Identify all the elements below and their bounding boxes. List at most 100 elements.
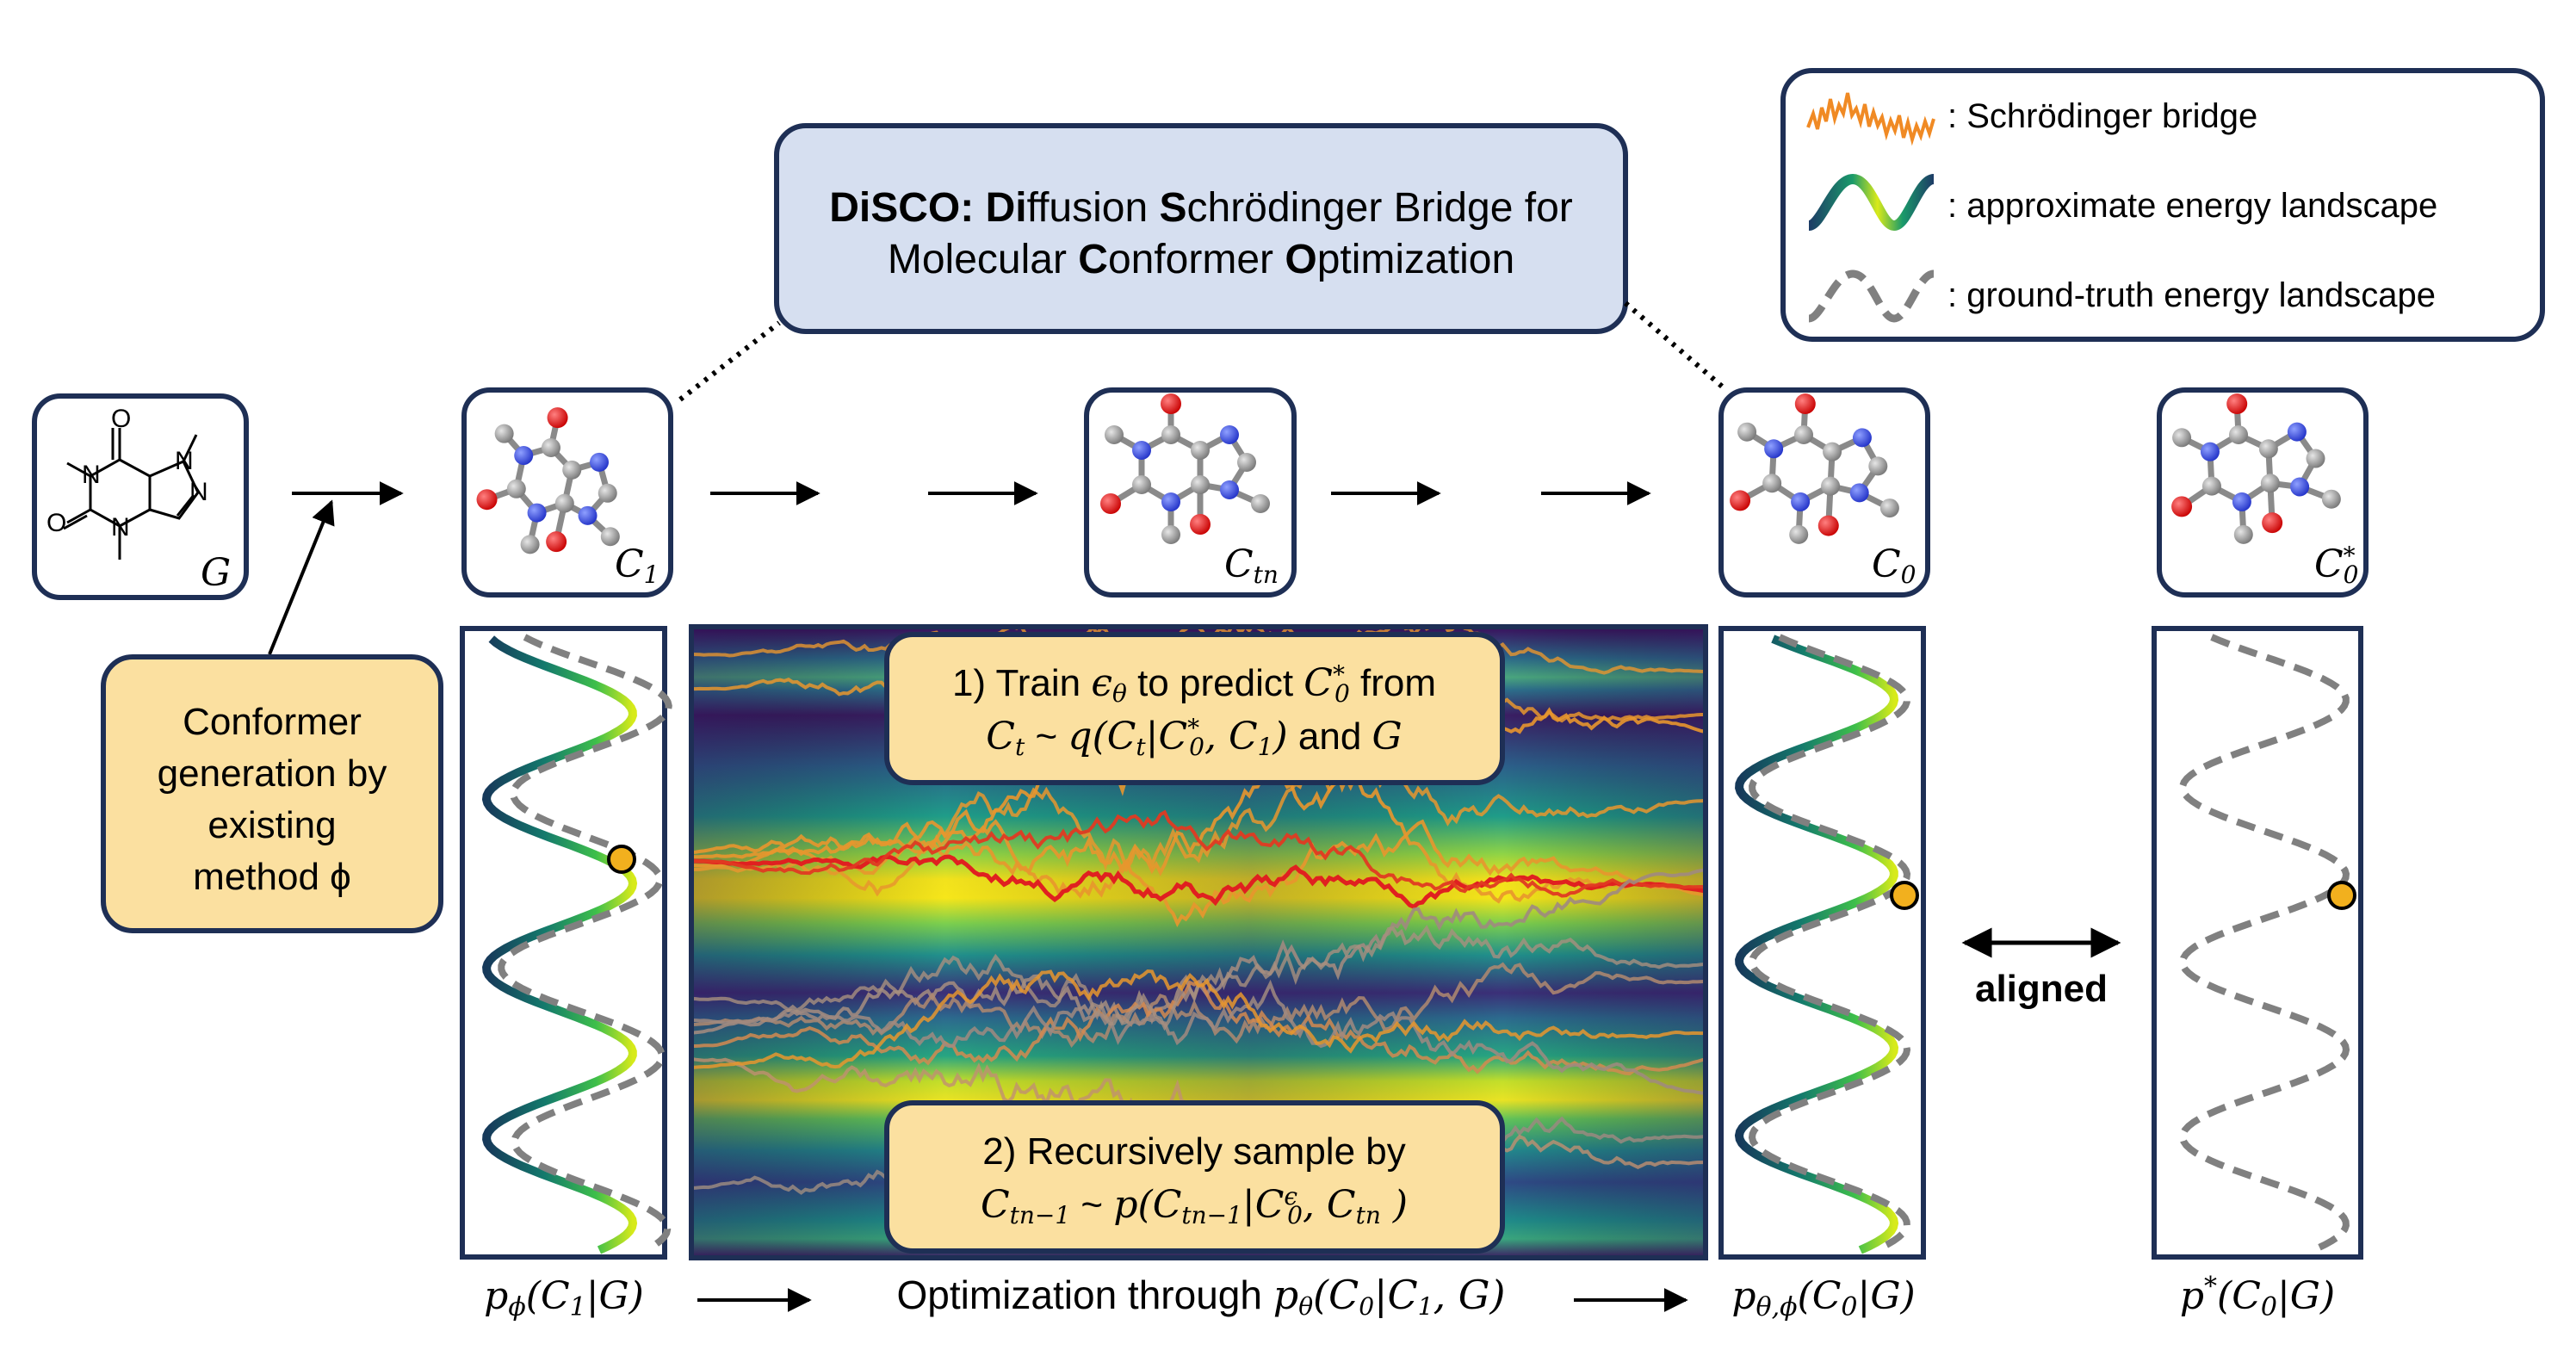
sample-marker-star (2327, 881, 2356, 910)
oxygen-atom (1190, 514, 1211, 535)
title-connector-left (678, 320, 781, 402)
carbon-atom (1237, 453, 1256, 472)
nitrogen-atom (578, 505, 598, 525)
approx-landscape-c1 (481, 635, 638, 1254)
panel-p-theta-phi (1718, 626, 1926, 1260)
oxygen-atom (2226, 393, 2248, 415)
ground-truth-landscape-c0 (1748, 634, 1911, 1252)
aligned-label: aligned (1975, 968, 2108, 1010)
nitrogen-atom (2232, 492, 2251, 511)
molecule-box-c0-star: C* 0 (2157, 387, 2369, 598)
nitrogen-atom (527, 503, 547, 523)
svg-text:N: N (111, 513, 130, 542)
svg-text:N: N (189, 478, 208, 506)
generation-line-4: method ϕ (193, 856, 351, 898)
bridge-trajectory (691, 979, 1706, 1095)
svg-text:N: N (82, 461, 101, 489)
arrow-method-to-generation (268, 499, 335, 655)
svg-text:N: N (175, 447, 194, 475)
sample-marker-c0 (1890, 881, 1919, 910)
carbon-atom (2233, 524, 2253, 544)
ground-truth-landscape-star (2178, 634, 2350, 1252)
bridge-trajectory (691, 854, 1706, 910)
bottom-label-p-theta-phi: pθ,ϕ(C0|G) (1731, 1274, 1915, 1322)
carbon-atom (2201, 476, 2221, 496)
carbon-atom (1823, 442, 1842, 461)
legend-label-ground: : ground-truth energy landscape (1947, 276, 2436, 314)
train-line-2: Ct ~ q(Ct|C* 0, C1) and G (986, 714, 1402, 761)
carbon-atom (554, 493, 574, 513)
nitrogen-atom (1852, 428, 1872, 448)
label-g: G (201, 551, 231, 595)
ground-truth-landscape-c1 (498, 634, 672, 1252)
legend-label-approx: : approximate energy landscape (1947, 187, 2437, 225)
oxygen-atom (2171, 496, 2193, 517)
carbon-atom (1821, 476, 1841, 496)
oxygen-atom (1817, 515, 1839, 536)
nitrogen-atom (1220, 425, 1239, 444)
sample-line-2: Ctn−1 ~ p(Ctn−1|Cϵ 0, Ctn ) (981, 1182, 1408, 1229)
caffeine-skeletal-formula (63, 428, 200, 560)
title-line-2: Molecular Conformer Optimization (888, 237, 1514, 282)
carbon-atom (2306, 449, 2325, 468)
nitrogen-atom (590, 452, 610, 472)
legend-approx-swatch (1807, 173, 1935, 232)
bottom-label-optimization: Optimization through pθ(C0|C1, G) (897, 1272, 1506, 1321)
carbon-atom (1191, 475, 1210, 494)
train-line-1: 1) Train ϵθ to predict C* 0 from (952, 660, 1436, 708)
carbon-atom (1132, 475, 1151, 494)
bridge-trajectories (691, 627, 1706, 1236)
carbon-atom (1191, 441, 1210, 460)
carbon-atom (1762, 474, 1782, 493)
molecule-box-g: ONO NNN G (32, 393, 249, 600)
bridge-trajectory (691, 962, 1706, 1049)
flow-arrows (268, 481, 1651, 655)
nitrogen-atom (1764, 439, 1784, 459)
sample-box: 2) Recursively sample by Ctn−1 ~ p(Ctn−1… (884, 1100, 1505, 1254)
oxygen-atom (546, 531, 567, 553)
nitrogen-atom (1849, 483, 1869, 503)
carbon-atom (2260, 474, 2280, 493)
panel-p-phi (460, 626, 672, 1260)
bridge-trajectory (691, 764, 1706, 897)
oxygen-atom (1794, 393, 1816, 415)
legend-ground-swatch (1807, 269, 1935, 323)
carbon-atom (1161, 525, 1180, 544)
nitrogen-atom (1791, 492, 1811, 511)
carbon-atom (600, 527, 620, 547)
carbon-atom (520, 535, 540, 554)
carbon-atom (2258, 439, 2278, 459)
oxygen-atom (1730, 490, 1751, 511)
label-ctn: Ctn (1224, 542, 1279, 589)
generation-line-3: existing (207, 804, 336, 846)
generation-line-1: Conformer (183, 701, 362, 743)
oxygen-atom (1161, 393, 1181, 414)
carbon-atom (542, 438, 560, 457)
legend-label-bridge: : Schrödinger bridge (1947, 97, 2257, 135)
train-box: 1) Train ϵθ to predict C* 0 from Ct ~ q(C… (884, 632, 1505, 785)
title-connector-right (1624, 300, 1728, 393)
bottom-label-p-star: p*(C0|G) (2180, 1272, 2335, 1322)
caffeine-atom-labels: ONO NNN (46, 405, 208, 542)
bottom-label-p-phi: pϕ(C1|G) (484, 1274, 644, 1322)
generation-box: Conformer generation by existing method … (101, 654, 443, 933)
carbon-atom (2229, 425, 2248, 444)
oxygen-atom (1100, 493, 1121, 514)
nitrogen-atom (1220, 480, 1239, 499)
nitrogen-atom (514, 446, 534, 466)
carbon-atom (1879, 498, 1899, 518)
panel-p-star (2152, 626, 2363, 1260)
ball-and-stick-molecules (476, 393, 2341, 554)
carbon-atom (494, 424, 514, 443)
approx-landscape-c0 (1734, 635, 1899, 1254)
label-c0: C0 (1872, 542, 1917, 589)
generation-line-2: generation by (158, 752, 387, 795)
carbon-atom (2172, 428, 2192, 448)
carbon-atom (1105, 425, 1124, 444)
carbon-atom (562, 460, 582, 480)
svg-text:O: O (46, 509, 66, 537)
nitrogen-atom (1161, 492, 1180, 511)
title-box: DiSCO: Diffusion Schrödinger Bridge for … (774, 123, 1628, 334)
carbon-atom (1794, 425, 1813, 444)
